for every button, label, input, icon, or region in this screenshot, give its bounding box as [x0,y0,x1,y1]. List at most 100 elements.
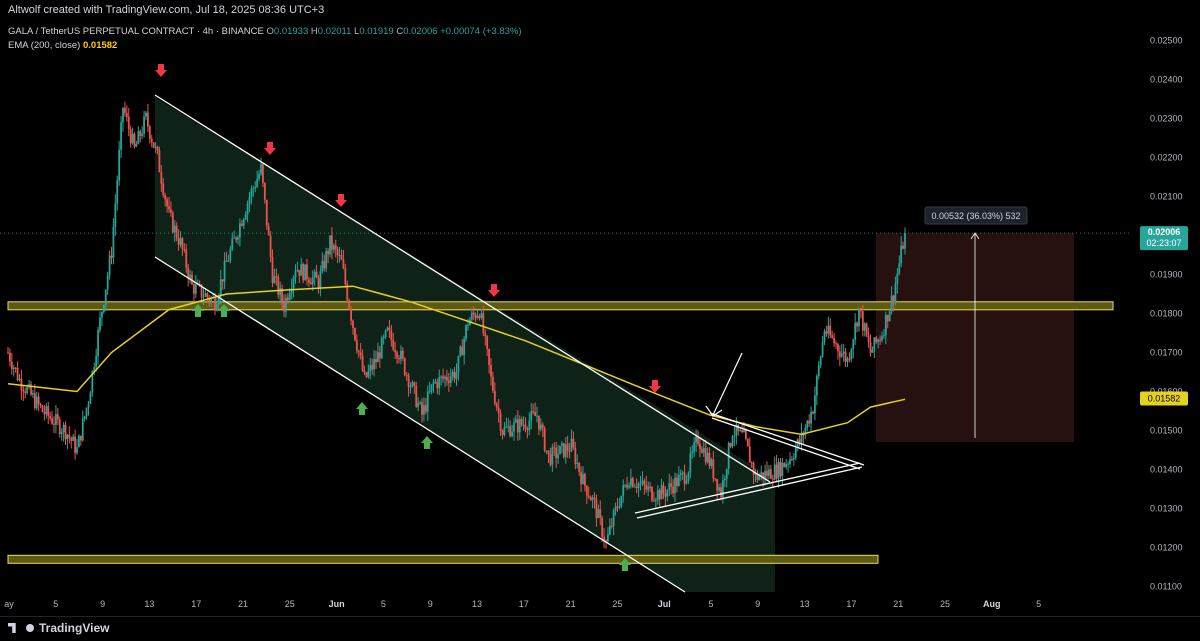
breakout-arrow-head[interactable] [705,405,723,417]
candle-body [378,352,381,359]
breakout-arrow-line[interactable] [712,352,743,416]
candle-body [735,424,738,436]
candle-body [856,322,858,327]
resistance-zone[interactable] [7,301,1114,311]
candle-body [298,269,301,276]
drawings[interactable]: 0.00532 (36.03%) 532 [0,94,1130,593]
candle-body [246,203,249,215]
candle-body [806,420,809,429]
footer-bar: TradingView [0,616,1200,641]
candle-body [810,411,812,424]
support-zone[interactable] [7,554,879,564]
triangle-upper-line-2[interactable] [711,417,861,470]
measure-arrow-head[interactable] [970,232,980,240]
candle-body [114,203,117,228]
candle-body [150,138,153,143]
candle-body [62,424,65,433]
candle-body [173,225,176,233]
ema-legend[interactable]: EMA (200, close) 0.01582 [8,40,117,51]
candle-body [101,312,103,318]
candle-body [683,472,686,484]
candle-body [78,435,80,448]
candle-body [10,361,13,369]
candle-body [714,478,717,480]
candle-body [175,225,178,239]
candle-body [555,447,558,459]
candle-body [589,497,592,501]
candle-body [773,464,776,480]
candle-body [41,405,44,412]
candle-body [33,393,36,408]
candle-body [505,426,508,428]
candle-body [281,288,283,303]
candle-body [557,454,559,459]
candle-body [731,436,734,447]
candle-body [141,133,144,137]
ema-price-badge [1140,391,1188,406]
candle-body [883,335,885,337]
candle-body [170,209,172,213]
candle-body [495,403,498,408]
ema-label[interactable]: EMA (200, close) [8,40,81,51]
ema-200-path [7,285,906,436]
candle-body [273,276,276,283]
candle-body [867,335,870,342]
candle-body [340,255,343,260]
ema-value: 0.01582 [82,40,118,51]
candle-body [47,406,50,416]
ema-200-line [7,285,906,436]
candle-body [125,112,128,117]
candle-body [446,376,448,381]
candle-body [403,358,406,375]
candle-body [791,459,793,461]
triangle-lower-line-2[interactable] [636,466,863,519]
candle-body [275,276,278,278]
candle-body [9,352,11,362]
candle-body [302,264,305,281]
candle-body [407,375,410,388]
candle-body [116,180,119,204]
signal-arrows [155,64,661,571]
candle-body [842,351,845,354]
candle-body [421,402,423,415]
symbol-legend[interactable]: GALA / TetherUS PERPETUAL CONTRACT · 4h … [8,26,522,37]
candle-body [237,237,239,240]
channel-upper-line[interactable] [154,94,771,483]
candle-body [217,296,220,305]
candle-body [342,259,345,269]
candle-body [76,447,78,453]
candle-body [591,497,594,501]
candle-body [290,288,293,294]
candle-body [578,462,581,472]
price-axis[interactable] [1130,0,1200,616]
channel-lower-line[interactable] [154,256,686,593]
candle-body [620,495,623,507]
candle-body [630,478,632,486]
creator-text: Altwolf created with TradingView.com, Ju… [8,4,325,16]
candle-body [534,412,536,417]
candle-body [490,365,492,377]
candle-body [635,486,638,488]
candle-body [250,188,253,198]
candle-body [712,459,715,479]
candle-body [668,483,671,490]
candle-body [323,261,326,269]
measure-label[interactable]: 0.00532 (36.03%) 532 [924,206,1028,225]
candle-body [693,442,696,452]
candle-body [817,365,820,377]
candle-body [674,477,676,494]
candle-body [513,422,515,432]
candle-body [93,367,96,372]
triangle-lower-line[interactable] [634,462,861,514]
symbol-name[interactable]: GALA / TetherUS PERPETUAL CONTRACT · 4h … [8,26,264,37]
candle-body [206,293,209,298]
candle-body [424,405,427,412]
candle-body [91,371,94,393]
candle-body [373,359,375,370]
horizontal-zones[interactable] [7,301,1114,564]
time-tick-label: 21 [238,599,248,609]
triangle-upper-line[interactable] [709,412,865,466]
tradingview-logo[interactable]: TradingView [8,621,109,635]
candle-body [24,391,27,394]
